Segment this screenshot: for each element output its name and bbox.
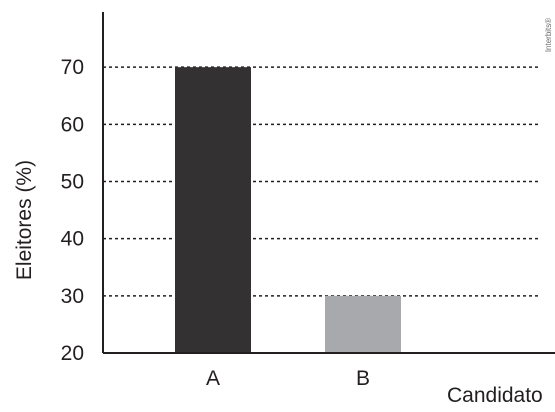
x-tick-label-B: B	[356, 367, 370, 390]
y-tick-label-20: 20	[61, 342, 84, 365]
y-tick-label-60: 60	[61, 113, 84, 136]
y-tick-label-70: 70	[61, 56, 84, 79]
gridlines	[103, 66, 540, 297]
y-tick-labels: 20 30 40 50 60 70	[61, 56, 84, 365]
y-tick-label-30: 30	[61, 285, 84, 308]
x-axis-title: Candidato	[447, 384, 543, 407]
watermark-text: Interbits®	[544, 18, 553, 52]
y-tick-label-50: 50	[61, 171, 84, 194]
axes	[102, 12, 555, 354]
x-tick-label-A: A	[206, 367, 220, 390]
y-tick-label-40: 40	[61, 228, 84, 251]
bar-A	[175, 67, 251, 354]
y-axis-title: Eleitores (%)	[13, 160, 36, 280]
bars	[175, 67, 401, 354]
bar-B	[325, 295, 401, 353]
